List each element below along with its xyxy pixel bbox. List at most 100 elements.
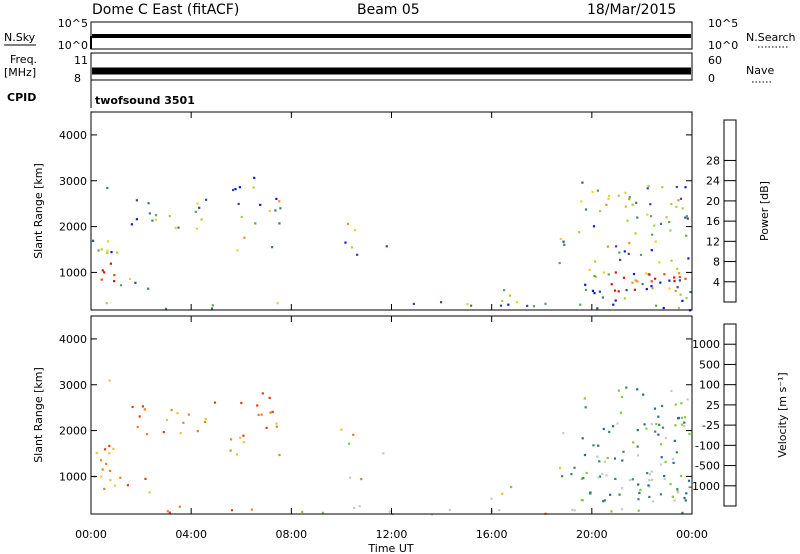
scatter-cell [194,210,197,213]
scatter-cell [636,388,639,391]
scatter-cell [674,403,677,406]
scatter-cell [624,191,627,194]
scatter-cell [596,189,599,192]
freq-tick-bottom: 8 [74,72,81,85]
scatter-cell [662,306,665,310]
scatter-cell [684,186,687,189]
scatter-cell [205,198,208,201]
nsky-tick-top: 10^5 [58,17,88,30]
scatter-cell [234,188,237,191]
scatter-cell [143,408,146,411]
scatter-cell [663,477,666,480]
scatter-cell [687,257,690,260]
scatter-cell [618,493,621,496]
scatter-cell [610,510,613,513]
scatter-cell [592,444,595,447]
scatter-cell [636,445,639,448]
scatter-cell [559,238,562,241]
scatter-cell [230,438,233,441]
scatter-cell [578,231,581,234]
scatter-cell [607,197,610,200]
scatter-cell [617,290,620,293]
freq-tick-top: 11 [74,54,88,67]
scatter-cell [265,426,268,429]
y-tick-label: 4000 [59,333,87,346]
scatter-cell [634,279,637,282]
x-tick-label: 12:00 [376,528,408,541]
colorbar-tick-label: 8 [713,256,720,269]
velocity-y-label: Slant Range [km] [32,367,45,463]
scatter-cell [108,469,112,472]
scatter-cell [508,294,512,297]
scatter-cell [113,280,116,283]
scatter-cell [106,251,109,254]
x-tick-label: 04:00 [175,528,207,541]
scatter-cell [612,425,615,428]
scatter-cell [671,457,674,461]
scatter-cell [627,252,630,255]
scatter-cell [232,188,235,192]
scatter-cell [240,401,243,405]
scatter-cell [680,416,684,419]
scatter-cell [165,418,169,422]
scatter-cell [663,273,666,276]
nave-tick-bottom: 0 [708,72,715,85]
colorbar-tick-label: 500 [699,358,720,371]
scatter-cell [686,217,689,220]
scatter-cell [681,511,684,514]
scatter-cell [470,304,473,307]
radar-title: Dome C East (fitACF) [92,2,239,18]
scatter-cell [235,453,239,456]
colorbar-frame [723,119,737,303]
scatter-cell [204,417,207,420]
scatter-cell [621,487,624,490]
scatter-cell [196,202,199,205]
y-tick-label: 4000 [59,129,87,142]
cpid-row: CPID twofsound 3501 [7,80,195,108]
velocity-y-ticks: 1000 2000 3000 4000 [59,333,692,483]
scatter-cell [657,415,660,418]
scatter-cell [676,488,679,491]
scatter-cell [653,224,656,227]
scatter-cell [112,447,115,450]
scatter-cell [620,508,624,511]
scatter-cell [178,505,181,508]
scatter-cell [677,306,680,310]
scatter-cell [230,509,234,512]
scatter-cell [638,491,641,495]
scatter-cell [637,509,640,512]
scatter-cell [589,492,592,495]
scatter-cell [683,416,687,419]
scatter-cell [679,197,683,200]
scatter-cell [170,408,173,412]
scatter-cell [346,222,350,225]
scatter-cell [113,274,116,277]
scatter-cell [236,249,239,252]
scatter-cell [636,216,639,219]
scatter-cell [276,302,279,305]
scatter-cell [187,413,190,416]
scatter-cell [642,393,645,396]
scatter-cell [100,459,103,462]
scatter-cell [659,281,662,284]
scatter-cell [108,379,111,382]
cpid-value: twofsound 3501 [95,94,195,107]
scatter-cell [532,305,536,308]
scatter-cell [503,289,506,292]
x-tick-label: 00:00 [75,528,107,541]
scatter-cell [108,444,111,448]
scatter-cell [358,505,361,508]
scatter-cell [592,225,596,228]
scatter-cell [639,488,642,492]
freq-label: Freq. [10,53,37,66]
scatter-cell [301,510,304,513]
scatter-cell [635,201,638,204]
scatter-cell [382,452,385,455]
scatter-cell [198,206,201,209]
scatter-cell [649,215,653,218]
scatter-cell [670,203,673,206]
scatter-cell [607,194,611,198]
scatter-cell [598,460,601,463]
scatter-cell [673,439,676,442]
scatter-cell [613,457,617,460]
